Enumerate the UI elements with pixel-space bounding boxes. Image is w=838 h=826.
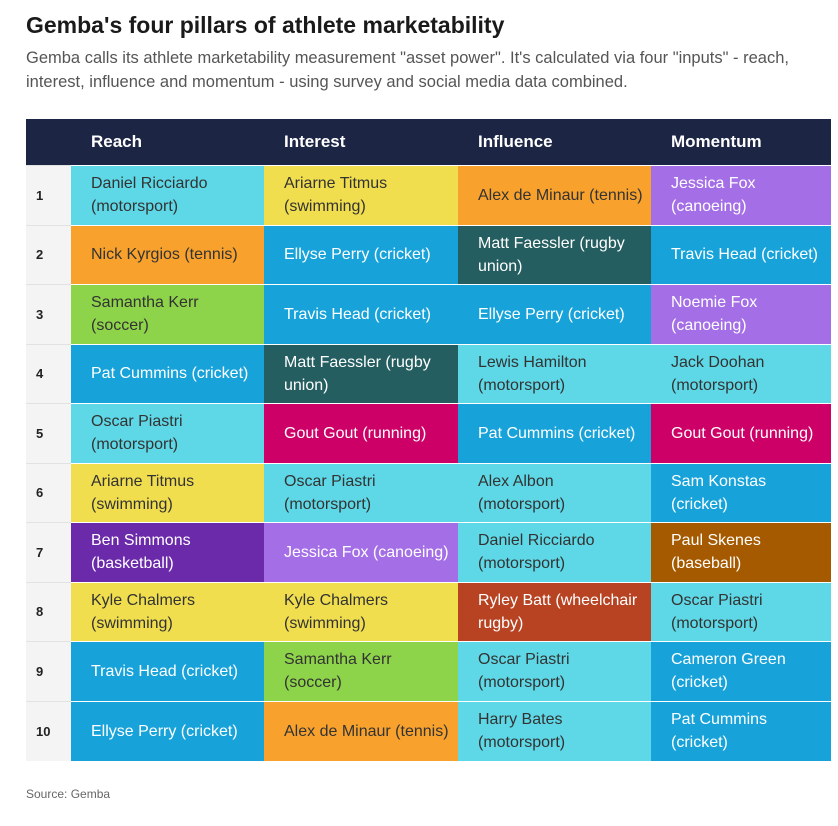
reach-cell: Ellyse Perry (cricket) <box>71 700 264 761</box>
rank-cell: 7 <box>26 522 71 582</box>
table-row: 8 Kyle Chalmers (swimming) Kyle Chalmers (… <box>26 581 831 642</box>
momentum-cell: Gout Gout (running) <box>651 403 831 463</box>
reach-cell: Samantha Kerr (soccer) <box>71 284 264 344</box>
rank-cell: 2 <box>26 224 71 285</box>
rank-cell: 10 <box>26 700 71 761</box>
page-subtitle: Gemba calls its athlete marketability me… <box>26 49 789 91</box>
column-header-influence: Influence <box>458 119 651 166</box>
table-row: 2 Nick Kyrgios (tennis) Ellyse Perry (cric… <box>26 224 831 285</box>
rank-cell: 8 <box>26 581 71 642</box>
interest-cell: Samantha Kerr (soccer) <box>264 641 458 701</box>
reach-cell: Nick Kyrgios (tennis) <box>71 224 264 285</box>
table-row: 5 Oscar Piastri (motorsport) Gout Gout (ru… <box>26 403 831 463</box>
rank-cell: 3 <box>26 284 71 344</box>
table-row: 6 Ariarne Titmus (swimming) Oscar Piastri … <box>26 462 831 523</box>
table-row: 1 Daniel Ricciardo (motorsport) Ariarne Ti… <box>26 165 831 225</box>
reach-cell: Daniel Ricciardo (motorsport) <box>71 165 264 225</box>
momentum-cell: Jessica Fox (canoeing) <box>651 165 831 225</box>
interest-cell: Kyle Chalmers (swimming) <box>264 581 458 642</box>
reach-cell: Travis Head (cricket) <box>71 641 264 701</box>
influence-cell: Alex Albon (motorsport) <box>458 462 651 523</box>
influence-cell: Lewis Hamilton (motorsport) <box>458 343 651 404</box>
momentum-cell: Jack Doohan (motorsport) <box>651 343 831 404</box>
rank-cell: 5 <box>26 403 71 463</box>
table-header: Reach Interest Influence Momentum <box>26 119 831 166</box>
rank-cell: 1 <box>26 165 71 225</box>
influence-cell: Matt Faessler (rugby union) <box>458 224 651 285</box>
interest-cell: Ellyse Perry (cricket) <box>264 224 458 285</box>
interest-cell: Matt Faessler (rugby union) <box>264 343 458 404</box>
column-header-reach: Reach <box>71 119 264 166</box>
rankings-table: Reach Interest Influence Momentum 1 Danie… <box>26 119 831 761</box>
influence-cell: Ryley Batt (wheelchair rugby) <box>458 581 651 642</box>
rank-cell: 6 <box>26 462 71 523</box>
influence-cell: Harry Bates (motorsport) <box>458 700 651 761</box>
interest-cell: Jessica Fox (canoeing) <box>264 522 458 582</box>
momentum-cell: Paul Skenes (baseball) <box>651 522 831 582</box>
influence-cell: Daniel Ricciardo (motorsport) <box>458 522 651 582</box>
rank-cell: 4 <box>26 343 71 404</box>
interest-cell: Ariarne Titmus (swimming) <box>264 165 458 225</box>
table-row: 10 Ellyse Perry (cricket) Alex de Minaur (… <box>26 700 831 761</box>
column-header-interest: Interest <box>264 119 458 166</box>
table-row: 3 Samantha Kerr (soccer) Travis Head (cric… <box>26 284 831 344</box>
momentum-cell: Pat Cummins (cricket) <box>651 700 831 761</box>
momentum-cell: Oscar Piastri (motorsport) <box>651 581 831 642</box>
header-row: Reach Interest Influence Momentum <box>26 119 831 166</box>
interest-cell: Alex de Minaur (tennis) <box>264 700 458 761</box>
source-note: Source: Gemba <box>26 786 111 801</box>
reach-cell: Pat Cummins (cricket) <box>71 343 264 404</box>
reach-cell: Ben Simmons (basketball) <box>71 522 264 582</box>
table-row: 4 Pat Cummins (cricket) Matt Faessler (rug… <box>26 343 831 404</box>
influence-cell: Pat Cummins (cricket) <box>458 403 651 463</box>
article-graphic: Gemba's four pillars of athlete marketab… <box>0 8 838 801</box>
reach-cell: Oscar Piastri (motorsport) <box>71 403 264 463</box>
table-body: 1 Daniel Ricciardo (motorsport) Ariarne Ti… <box>26 165 831 761</box>
reach-cell: Ariarne Titmus (swimming) <box>71 462 264 523</box>
column-header-momentum: Momentum <box>651 119 831 166</box>
rank-cell: 9 <box>26 641 71 701</box>
table-row: 7 Ben Simmons (basketball) Jessica Fox (ca… <box>26 522 831 582</box>
momentum-cell: Cameron Green (cricket) <box>651 641 831 701</box>
interest-cell: Travis Head (cricket) <box>264 284 458 344</box>
momentum-cell: Sam Konstas (cricket) <box>651 462 831 523</box>
interest-cell: Oscar Piastri (motorsport) <box>264 462 458 523</box>
page-title: Gemba's four pillars of athlete marketab… <box>26 12 505 38</box>
table-row: 9 Travis Head (cricket) Samantha Kerr (soc… <box>26 641 831 701</box>
interest-cell: Gout Gout (running) <box>264 403 458 463</box>
influence-cell: Alex de Minaur (tennis) <box>458 165 651 225</box>
reach-cell: Kyle Chalmers (swimming) <box>71 581 264 642</box>
rank-column-header <box>26 119 71 166</box>
momentum-cell: Noemie Fox (canoeing) <box>651 284 831 344</box>
influence-cell: Oscar Piastri (motorsport) <box>458 641 651 701</box>
influence-cell: Ellyse Perry (cricket) <box>458 284 651 344</box>
momentum-cell: Travis Head (cricket) <box>651 224 831 285</box>
